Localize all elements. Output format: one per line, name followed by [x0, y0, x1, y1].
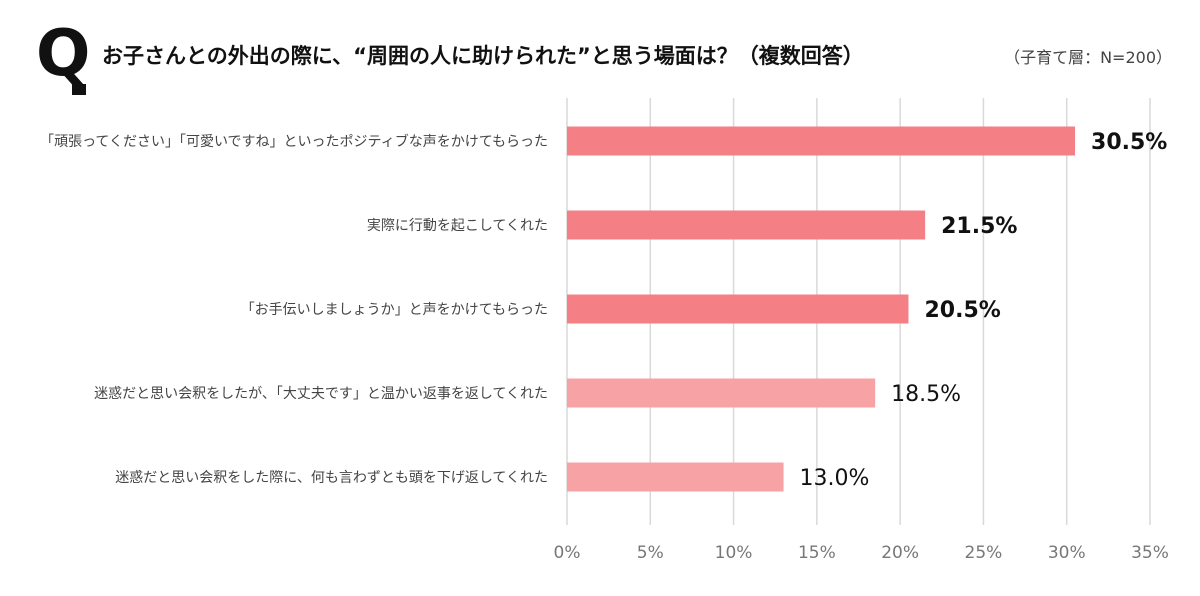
q-mark-underline — [72, 84, 86, 95]
bar — [567, 126, 1076, 156]
category-label: 迷惑だと思い会釈をしたが、「大丈夫です」と温かい返事を返してくれた — [94, 386, 548, 402]
value-label: 20.5% — [924, 298, 1000, 323]
category-label: 実際に行動を起こしてくれた — [367, 218, 548, 234]
value-label: 18.5% — [891, 382, 961, 407]
category-label: 迷惑だと思い会釈をした際に、何も言わずとも頭を下げ返してくれた — [115, 470, 548, 486]
value-label: 13.0% — [800, 466, 870, 491]
x-tick-label: 15% — [798, 543, 836, 563]
bar — [567, 378, 876, 408]
q-mark: Q — [36, 17, 90, 91]
bar — [567, 210, 926, 240]
bar — [567, 294, 909, 324]
x-tick-label: 35% — [1131, 543, 1169, 563]
sample-note: （子育て層：N=200） — [1004, 48, 1172, 67]
chart-title: お子さんとの外出の際に、“周囲の人に助けられた”と思う場面は？（複数回答） — [102, 44, 864, 68]
category-label: 「お手伝いしましょうか」と声をかけてもらった — [241, 302, 548, 318]
x-tick-label: 20% — [881, 543, 919, 563]
x-tick-label: 10% — [715, 543, 753, 563]
bar — [567, 462, 784, 492]
x-tick-label: 0% — [554, 543, 581, 563]
category-label: 「頑張ってください」「可愛いですね」といったポジティブな声をかけてもらった — [40, 133, 548, 150]
x-tick-label: 5% — [637, 543, 664, 563]
value-label: 30.5% — [1091, 130, 1167, 155]
x-tick-label: 30% — [1048, 543, 1086, 563]
x-tick-label: 25% — [965, 543, 1003, 563]
value-label: 21.5% — [941, 214, 1017, 239]
